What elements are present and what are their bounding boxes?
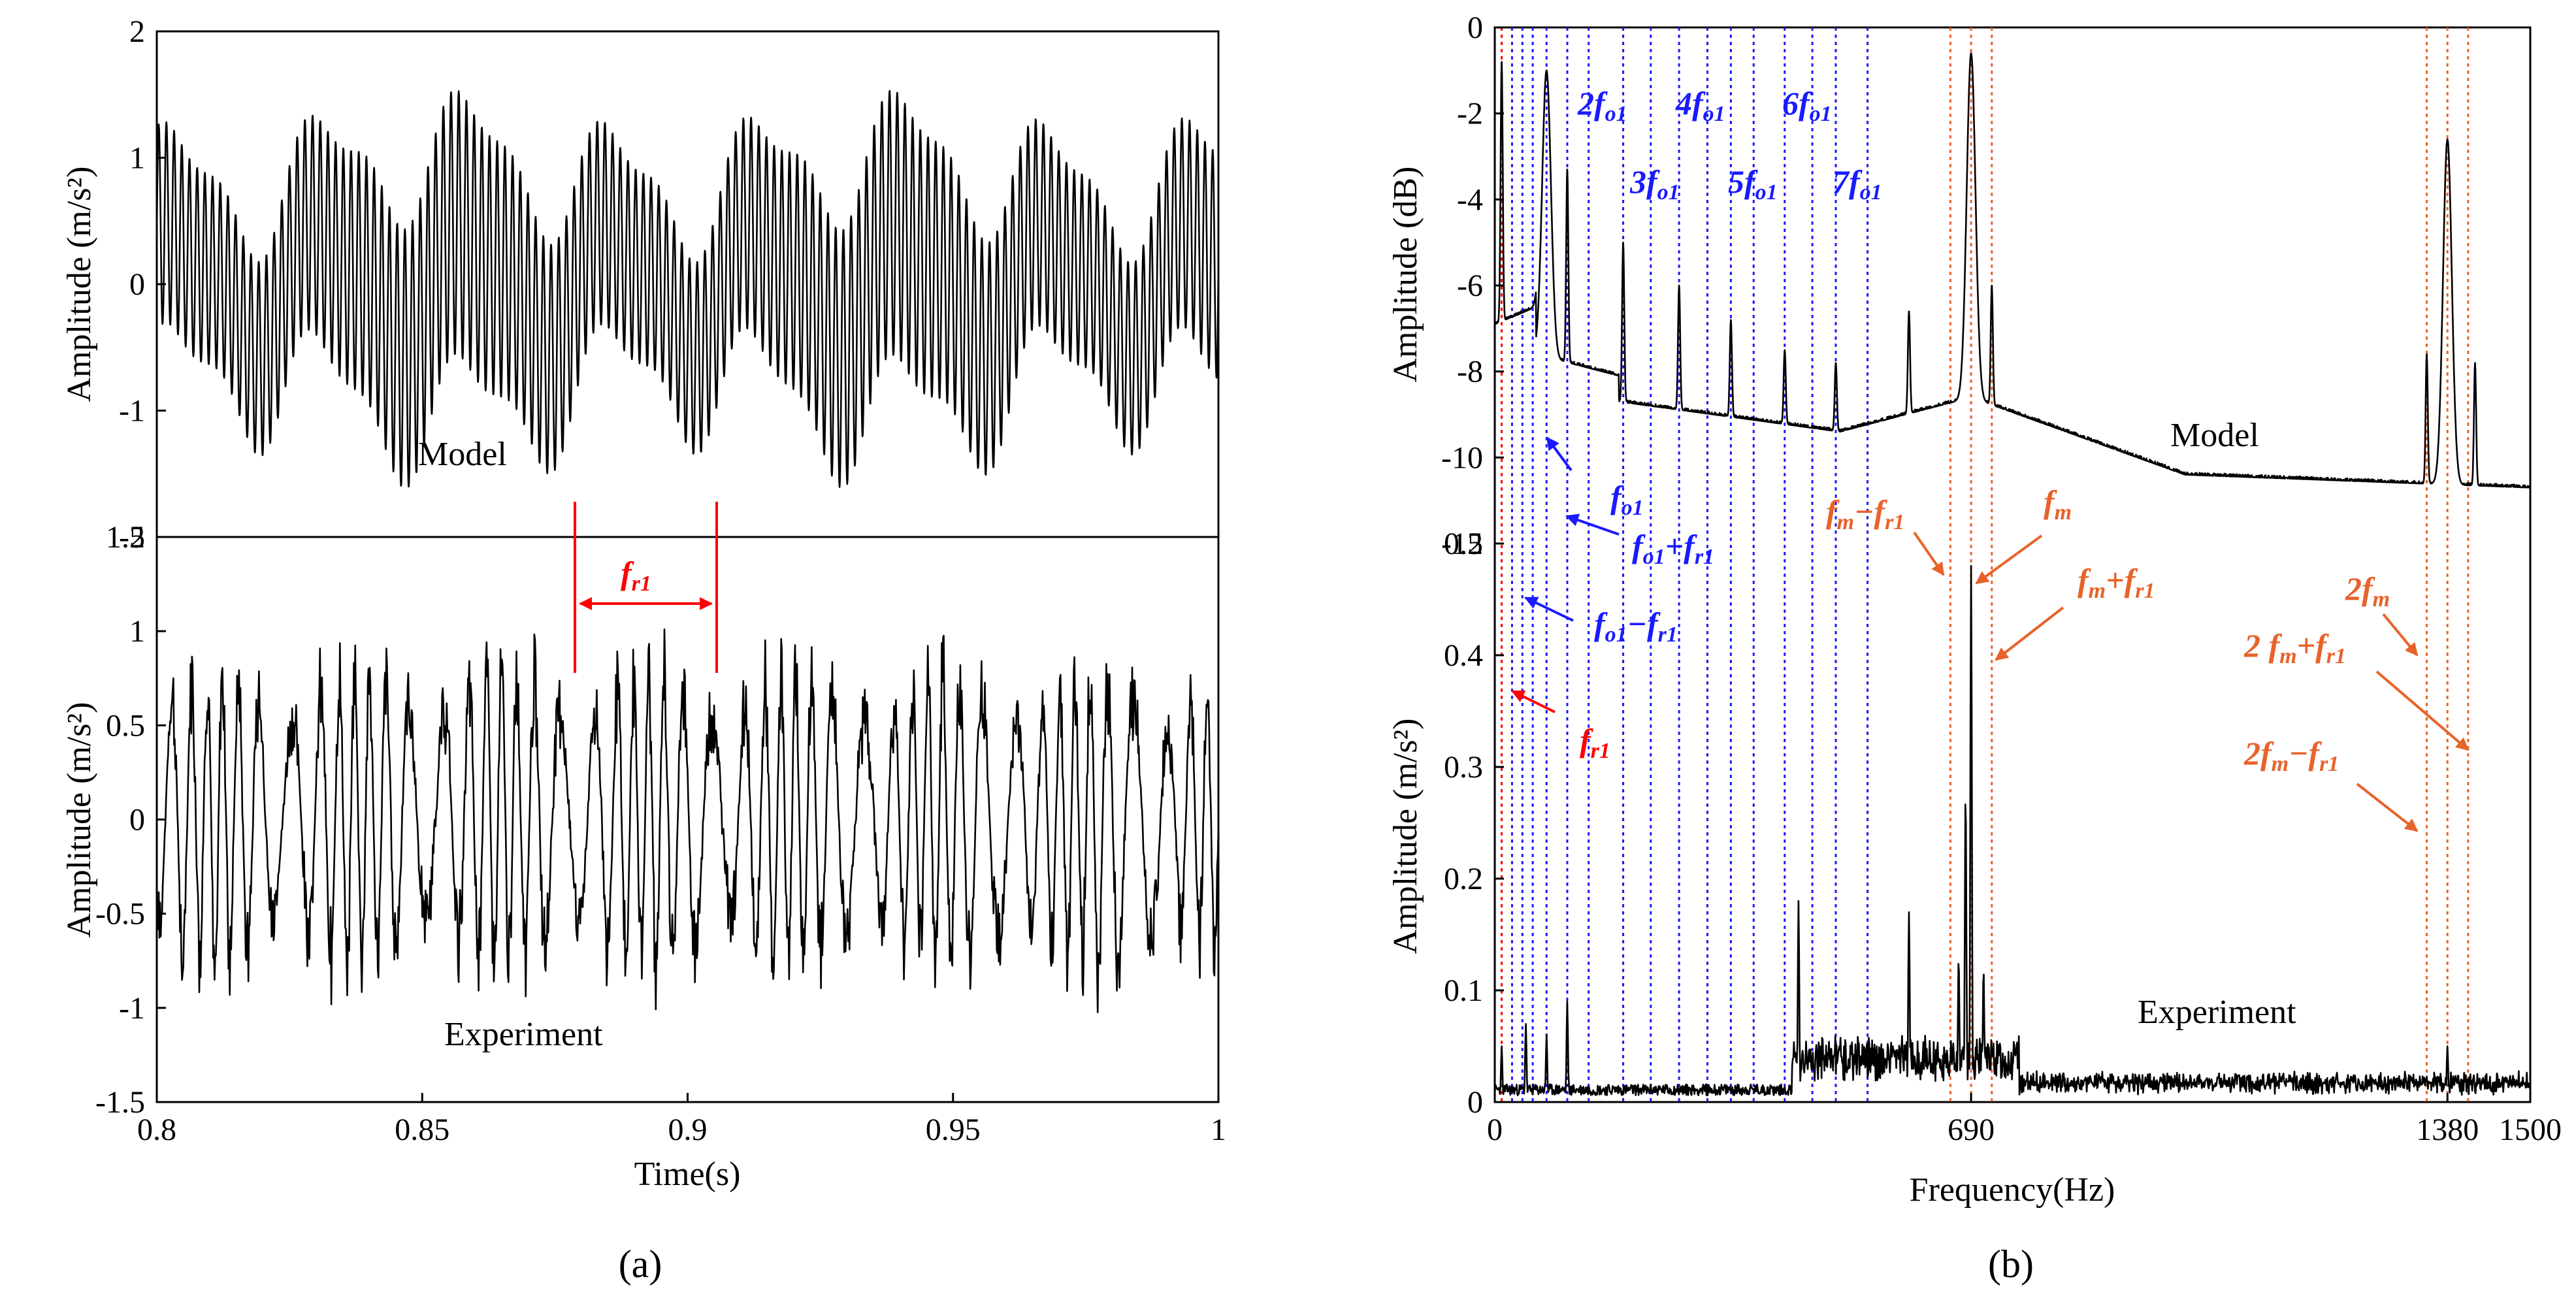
panel-b-experiment-ytick-label: 0.2: [1444, 862, 1483, 896]
label-2fm: 2fm: [2345, 570, 2390, 611]
arrow-2fm-minus-fr1: [2356, 783, 2419, 832]
arrow-fm: [1975, 534, 2043, 585]
panel-a-fr1-period-annotation: fr1: [574, 502, 718, 673]
panel-a-experiment-label: Experiment: [444, 1016, 603, 1053]
panel-b-experiment-ytick-label: 0.4: [1444, 638, 1483, 673]
blue-harmonic-labels: 2fo1 3fo1 4fo1 5fo1 6fo1 7fo1: [1577, 85, 1882, 204]
panel-b-xtick-label: 1380: [2416, 1113, 2479, 1147]
panel-a-model-ytick-label: 2: [129, 14, 145, 49]
arrow-2fm: [2382, 613, 2419, 657]
panel-b: 0 -2 -4 -6 -8 -10 -12 0.5 0.4 0.3 0.2 0.1 0 0 690 138…: [1387, 10, 2562, 1286]
panel-a-model-ytick-label: 1: [129, 141, 145, 176]
panel-a-model-signal: [155, 89, 1220, 488]
blue-arrow-annotations: fo1 fo1+fr1 fo1−fr1: [1524, 436, 1714, 647]
panel-b-xtick-label: 690: [1948, 1113, 1995, 1147]
panel-a-experiment-ytick-label: 0.5: [106, 708, 145, 743]
fr1-label: fr1: [621, 555, 651, 596]
label-fm-minus-fr1: fm−fr1: [1826, 493, 1904, 534]
label-3fo1: 3fo1: [1629, 163, 1680, 204]
arrow-fm-plus-fr1: [1995, 606, 2064, 661]
panel-b-model-ytick-label: -4: [1457, 182, 1483, 217]
panel-a-caption: (a): [619, 1243, 662, 1286]
panel-a-xlabel: Time(s): [634, 1156, 741, 1193]
panel-b-model-spectrum: [1493, 52, 2531, 489]
panel-b-model-ytick-label: -6: [1457, 268, 1483, 303]
panel-a-xtick-label: 0.95: [926, 1113, 981, 1147]
panel-a-model-ytick-label: -2: [119, 520, 145, 555]
panel-b-xtick-label: 0: [1487, 1113, 1503, 1147]
label-5fo1: 5fo1: [1728, 163, 1778, 204]
label-2fm-plus-fr1: 2 fm+fr1: [2243, 627, 2346, 668]
label-6fo1: 6fo1: [1782, 85, 1832, 126]
label-fo1-minus-fr1: fo1−fr1: [1594, 606, 1678, 647]
panel-b-model-label: Model: [2170, 417, 2259, 454]
panel-a-experiment-ytick-label: 0: [129, 803, 145, 837]
panel-a-experiment-signal: [155, 628, 1220, 1013]
label-fm: fm: [2044, 483, 2072, 525]
panel-b-frame: [1493, 26, 2532, 1103]
panel-b-experiment-ytick-label: 0.1: [1444, 973, 1483, 1008]
panel-b-model-ytick-label: -8: [1457, 355, 1483, 389]
arrow-fo1: [1546, 436, 1573, 472]
panel-a-xtick-label: 0.85: [395, 1113, 449, 1147]
panel-b-model-ytick-label: -10: [1441, 440, 1483, 475]
panel-a-xtick-label: 0.8: [137, 1113, 176, 1147]
label-fo1: fo1: [1610, 479, 1644, 520]
panel-a-experiment-ytick-label: 1: [129, 614, 145, 649]
panel-b-model-ytick-label: 0: [1467, 10, 1483, 45]
panel-a-xtick-label: 1: [1211, 1113, 1226, 1147]
panel-b-experiment-ylabel: Amplitude (m/s²): [1387, 719, 1424, 954]
panel-a-model-ylabel: Amplitude (m/s²): [61, 167, 98, 402]
arrow-fo1-minus-fr1: [1524, 596, 1574, 622]
panel-b-experiment-ytick-label: 0.3: [1444, 750, 1483, 785]
panel-b-model-ytick-label: -2: [1457, 97, 1483, 131]
label-7fo1: 7fo1: [1833, 163, 1882, 204]
panel-a-experiment-frame: [155, 536, 1220, 1103]
panel-b-xlabel: Frequency(Hz): [1910, 1171, 2115, 1209]
label-2fm-minus-fr1: 2fm−fr1: [2243, 735, 2339, 776]
panel-b-experiment-ytick-label: 0: [1467, 1085, 1483, 1120]
arrow-fo1-plus-fr1: [1565, 513, 1620, 536]
panel-a-experiment-ytick-label: -1.5: [95, 1085, 145, 1120]
panel-a-model-ytick-label: -1: [119, 394, 145, 429]
panel-a-model-ytick-label: 0: [129, 267, 145, 302]
label-4fo1: 4fo1: [1675, 85, 1725, 126]
panel-a-experiment-ytick-label: -1: [119, 991, 145, 1026]
panel-a: 2 1 0 -1 -2 Model Amplitude (m/s²) 1.5 1 0.5 0 -…: [61, 14, 1226, 1286]
orange-annotations: fm−fr1 fm fm+fr1 2fm 2 fm+fr1 2fm−fr1: [1826, 483, 2470, 832]
red-fr1-annotation: fr1: [1511, 690, 1610, 763]
panel-b-experiment-label: Experiment: [2138, 994, 2296, 1031]
arrow-fm-minus-fr1: [1913, 531, 1945, 576]
panel-a-xtick-label: 0.9: [668, 1113, 708, 1147]
panel-b-model-ylabel: Amplitude (dB): [1387, 167, 1424, 383]
label-fm-plus-fr1: fm+fr1: [2078, 562, 2155, 603]
panel-a-experiment-ytick-label: 1.5: [106, 520, 145, 555]
panel-b-model-ytick-label: -12: [1441, 527, 1483, 561]
panel-a-experiment-ytick-label: -0.5: [95, 897, 145, 932]
panel-b-xtick-label: 1500: [2499, 1113, 2562, 1147]
label-fr1: fr1: [1580, 722, 1610, 763]
arrow-2fm-plus-fr1: [2375, 670, 2470, 751]
label-fo1-plus-fr1: fo1+fr1: [1632, 528, 1714, 569]
panel-b-experiment-ytick-label: 0.5: [1444, 527, 1483, 561]
panel-a-experiment-ylabel: Amplitude (m/s²): [61, 702, 98, 938]
arrow-fr1: [1511, 690, 1556, 713]
label-2fo1: 2fo1: [1577, 85, 1627, 126]
panel-b-experiment-spectrum: [1493, 564, 2532, 1096]
panel-b-caption: (b): [1988, 1243, 2034, 1286]
panel-a-model-label: Model: [418, 436, 507, 473]
